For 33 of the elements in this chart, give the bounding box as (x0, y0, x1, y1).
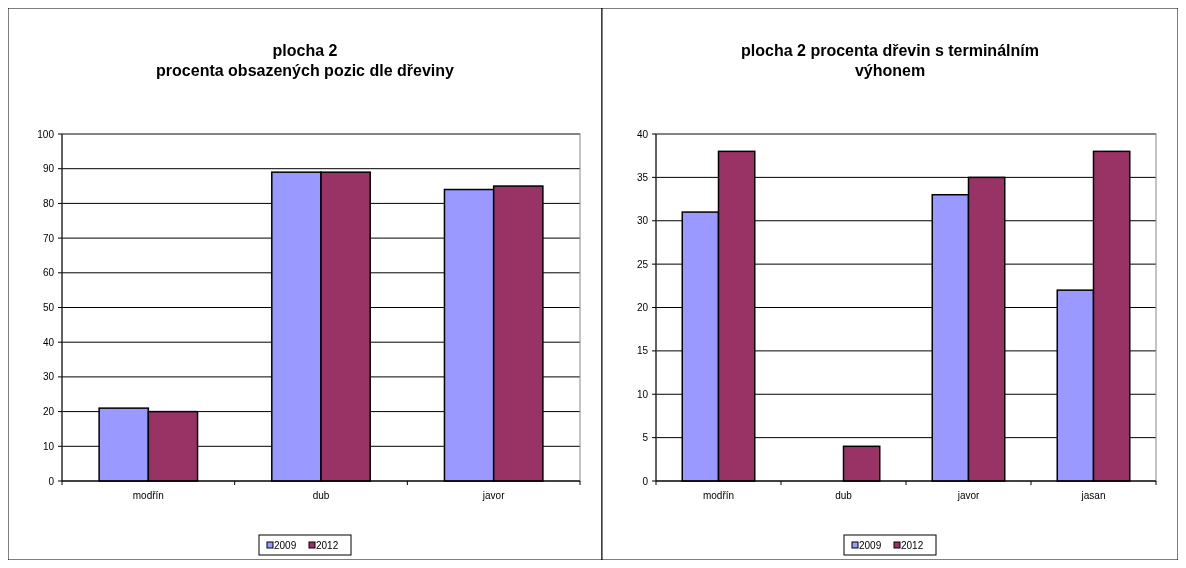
y-tick-label: 80 (42, 197, 55, 209)
x-tick-label: javor (481, 490, 506, 501)
y-tick-label: 100 (37, 128, 55, 140)
y-tick-label: 90 (42, 163, 55, 175)
legend-label: 2012 (901, 540, 924, 551)
legend-label: 2012 (316, 540, 339, 551)
y-tick-label: 40 (42, 336, 55, 348)
y-tick-label: 20 (42, 406, 55, 418)
x-tick-label: javor (956, 490, 980, 501)
y-tick-label: 0 (642, 475, 649, 487)
y-tick-label: 30 (42, 371, 55, 383)
y-tick-label: 60 (42, 267, 55, 279)
y-tick-label: 0 (48, 475, 55, 487)
x-tick-label: modřín (132, 490, 164, 501)
legend-label: 2009 (859, 540, 882, 551)
x-tick-label: modřín (702, 490, 735, 501)
legend-label: 2009 (274, 540, 297, 551)
y-tick-label: 20 (636, 302, 649, 313)
x-tick-label: jasan (1080, 490, 1106, 501)
x-tick-label: dub (312, 490, 330, 501)
y-tick-label: 10 (42, 440, 55, 452)
y-tick-label: 25 (636, 258, 649, 270)
y-tick-label: 50 (42, 302, 55, 313)
y-tick-label: 70 (42, 232, 55, 244)
chart-title: plocha 2 procenta obsazených pozic dle dřeviny (156, 42, 455, 79)
y-tick-label: 35 (636, 171, 649, 183)
y-tick-label: 10 (636, 388, 649, 400)
chart-title: plocha 2 procenta dřevin s terminálním výhonem (741, 42, 1039, 79)
y-tick-label: 15 (636, 345, 649, 357)
y-tick-label: 40 (636, 128, 649, 140)
y-tick-label: 5 (642, 432, 649, 444)
y-tick-label: 30 (636, 215, 649, 227)
x-tick-label: dub (835, 490, 853, 501)
